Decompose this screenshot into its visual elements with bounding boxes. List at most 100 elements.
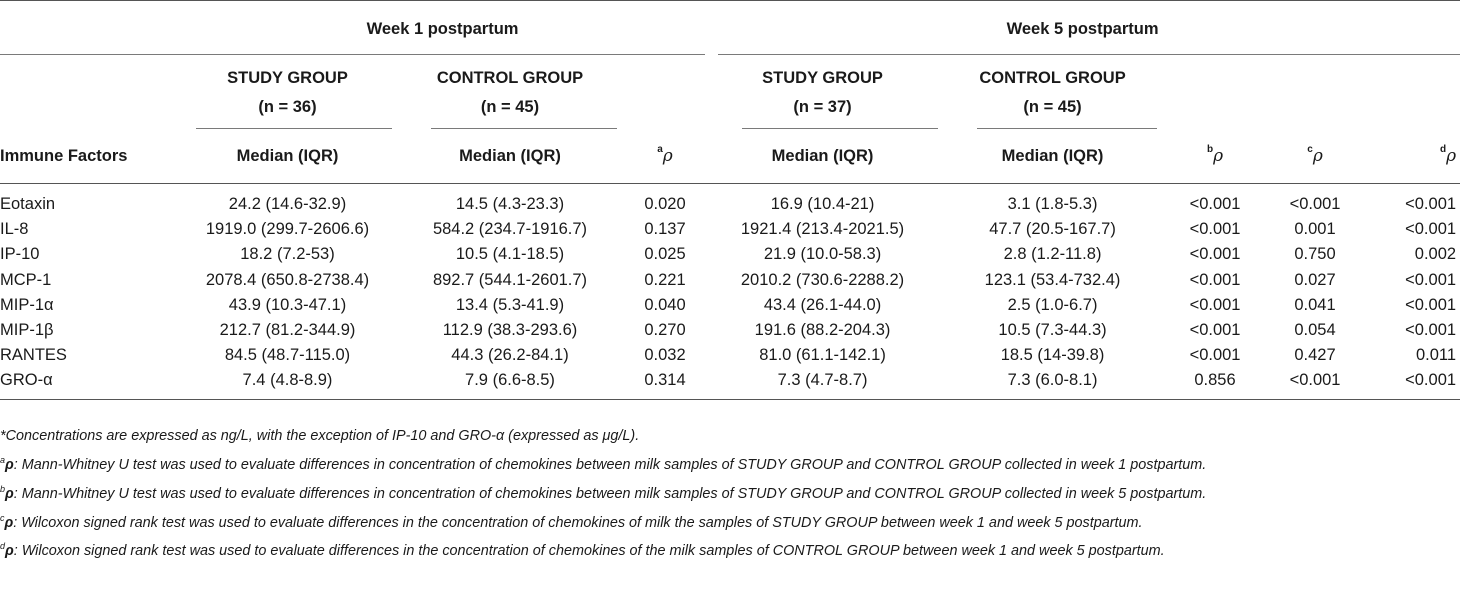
cell-w5-control: 3.1 (1.8-5.3) — [1007, 195, 1098, 214]
cell-rho-a: 0.025 — [644, 245, 686, 264]
cell-w5-study: 2010.2 (730.6-2288.2) — [740, 270, 905, 289]
cell-factor: GRO-α — [0, 368, 180, 400]
footnote-star: *Concentrations are expressed as ng/L, w… — [0, 428, 640, 444]
cell-w5-control: 7.3 (6.0-8.1) — [940, 368, 1166, 400]
col-rho-a: aρ — [625, 129, 706, 184]
group-header-row: STUDY GROUP (n = 36) CONTROL GROUP (n = … — [0, 57, 1460, 129]
group-w5-study-rule — [742, 128, 938, 129]
period-header-row: Week 1 postpartum Week 5 postpartum — [0, 0, 1460, 57]
group-w5-control: CONTROL GROUP (n = 45) — [940, 57, 1165, 129]
cell-rho-c: <0.001 — [1265, 368, 1366, 400]
cell-rho-d: 0.011 — [1415, 346, 1457, 365]
group-w5-control-rule — [977, 128, 1157, 129]
cell-rho-d: <0.001 — [1405, 195, 1457, 214]
group-w1-study: STUDY GROUP (n = 36) — [180, 57, 395, 129]
cell-rho-c: 0.041 — [1294, 295, 1336, 314]
group-n: (n = 36) — [258, 98, 317, 116]
column-header-row: Immune Factors Median (IQR) Median (IQR)… — [0, 129, 1460, 184]
group-name: CONTROL GROUP — [436, 69, 584, 87]
immune-factors-table: Week 1 postpartum Week 5 postpartum STUD… — [0, 0, 1460, 400]
cell-w1-control: 10.5 (4.1-18.5) — [455, 245, 565, 264]
cell-w1-control: 13.4 (5.3-41.9) — [455, 295, 565, 314]
table-row: GRO-α 7.4 (4.8-8.9) 7.9 (6.6-8.5) 0.314 7.3 … — [0, 368, 1460, 400]
group-n: (n = 45) — [480, 98, 540, 116]
cell-factor: IP-10 — [0, 245, 40, 264]
cell-w1-study: 43.9 (10.3-47.1) — [228, 295, 347, 314]
cell-w1-control: 892.7 (544.1-2601.7) — [432, 270, 588, 289]
cell-rho-d: <0.001 — [1405, 270, 1457, 289]
cell-rho-b: <0.001 — [1189, 220, 1241, 239]
cell-rho-c: 0.427 — [1294, 346, 1336, 365]
footnote-c: cρ: Wilcoxon signed rank test was used t… — [0, 512, 1143, 531]
period-week5: Week 5 postpartum — [705, 0, 1460, 57]
cell-factor: IL-8 — [0, 220, 29, 239]
cell-rho-a: 0.137 — [644, 220, 686, 239]
cell-factor: MCP-1 — [0, 270, 52, 289]
cell-w5-study: 1921.4 (213.4-2021.5) — [740, 220, 905, 239]
cell-rho-d: 0.002 — [1414, 245, 1457, 264]
cell-rho-d: <0.001 — [1405, 295, 1457, 314]
table-row: IP-10 18.2 (7.2-53) 10.5 (4.1-18.5) 0.025 21… — [0, 242, 1460, 267]
cell-factor: RANTES — [0, 346, 67, 365]
cell-rho-c: <0.001 — [1289, 195, 1341, 214]
period-week1-rule — [0, 54, 705, 55]
period-week1: Week 1 postpartum — [180, 0, 706, 57]
cell-rho-a: 0.221 — [644, 270, 686, 289]
cell-w1-study: 84.5 (48.7-115.0) — [224, 346, 351, 365]
table-row: MIP-1β 212.7 (81.2-344.9) 112.9 (38.3-293.… — [0, 318, 1460, 343]
cell-w1-study: 212.7 (81.2-344.9) — [219, 321, 356, 340]
cell-w5-control: 2.5 (1.0-6.7) — [1007, 295, 1098, 314]
cell-factor: Eotaxin — [0, 195, 56, 214]
cell-rho-a: 0.020 — [644, 195, 686, 214]
cell-w5-study: 191.6 (88.2-204.3) — [754, 321, 891, 340]
cell-rho-c: 0.750 — [1294, 245, 1336, 264]
cell-rho-a: 0.040 — [644, 295, 686, 314]
cell-w5-study: 81.0 (61.1-142.1) — [759, 346, 886, 365]
cell-rho-a: 0.314 — [625, 368, 706, 400]
table-footnotes: *Concentrations are expressed as ng/L, w… — [0, 427, 1460, 566]
cell-rho-b: <0.001 — [1189, 245, 1241, 264]
cell-w1-study: 7.4 (4.8-8.9) — [180, 368, 395, 400]
group-name: STUDY GROUP — [762, 69, 883, 87]
cell-w1-control: 112.9 (38.3-293.6) — [442, 321, 578, 340]
cell-rho-b: <0.001 — [1189, 321, 1241, 340]
cell-w5-control: 10.5 (7.3-44.3) — [998, 321, 1107, 340]
cell-w5-study: 43.4 (26.1-44.0) — [763, 295, 882, 314]
cell-w1-control: 44.3 (26.2-84.1) — [451, 346, 569, 365]
group-w1-control-rule — [431, 128, 617, 129]
cell-rho-b: 0.856 — [1165, 368, 1266, 400]
footnote-b: bρ: Mann-Whitney U test was used to eval… — [0, 483, 1207, 502]
cell-w5-study: 21.9 (10.0-58.3) — [763, 245, 882, 264]
cell-w5-control: 18.5 (14-39.8) — [1000, 346, 1105, 365]
cell-rho-d: <0.001 — [1405, 220, 1457, 239]
cell-w1-control: 584.2 (234.7-1916.7) — [432, 220, 588, 239]
cell-w1-control: 14.5 (4.3-23.3) — [455, 195, 565, 214]
cell-rho-d: <0.001 — [1365, 368, 1460, 400]
cell-rho-b: <0.001 — [1189, 346, 1241, 365]
group-w5-study: STUDY GROUP (n = 37) — [705, 57, 940, 129]
col-median-w5-control: Median (IQR) — [940, 129, 1166, 184]
cell-w5-control: 2.8 (1.2-11.8) — [1003, 245, 1102, 264]
cell-w5-study: 7.3 (4.7-8.7) — [705, 368, 941, 400]
period-week5-rule — [718, 54, 1460, 55]
cell-rho-c: 0.001 — [1294, 220, 1336, 239]
cell-rho-b: <0.001 — [1189, 295, 1241, 314]
footnote-d: dρ: Wilcoxon signed rank test was used t… — [0, 541, 1165, 560]
col-rho-c: cρ — [1265, 129, 1366, 184]
cell-rho-a: 0.032 — [644, 346, 686, 365]
cell-factor: MIP-1α — [0, 295, 54, 314]
group-w1-study-rule — [196, 128, 392, 129]
table-row: RANTES 84.5 (48.7-115.0) 44.3 (26.2-84.1) 0… — [0, 343, 1460, 368]
table-row: Eotaxin 24.2 (14.6-32.9) 14.5 (4.3-23.3) 0.… — [0, 184, 1460, 218]
cell-rho-b: <0.001 — [1189, 270, 1241, 289]
cell-rho-d: <0.001 — [1405, 321, 1457, 340]
cell-w1-study: 18.2 (7.2-53) — [240, 245, 335, 264]
cell-w5-control: 47.7 (20.5-167.7) — [989, 220, 1116, 239]
cell-w1-study: 1919.0 (299.7-2606.6) — [205, 220, 370, 239]
col-immune-factors: Immune Factors — [0, 129, 180, 184]
cell-w1-study: 2078.4 (650.8-2738.4) — [205, 270, 370, 289]
cell-w5-study: 16.9 (10.4-21) — [770, 195, 875, 214]
cell-w1-study: 24.2 (14.6-32.9) — [228, 195, 347, 214]
cell-rho-c: 0.027 — [1294, 270, 1336, 289]
